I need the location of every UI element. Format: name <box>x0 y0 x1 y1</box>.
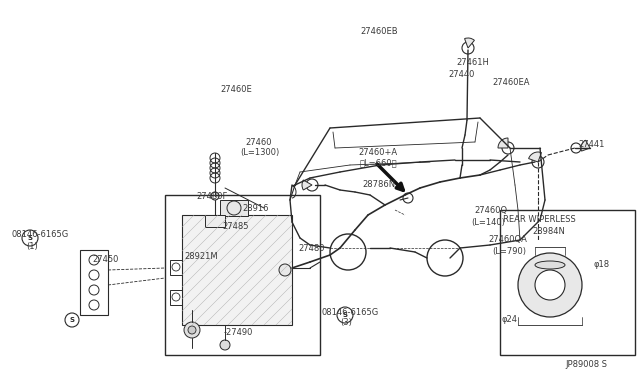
Text: 08146-6165G: 08146-6165G <box>12 230 69 239</box>
Text: 27461H: 27461H <box>456 58 489 67</box>
Text: φ18: φ18 <box>594 260 610 269</box>
Text: 27480F: 27480F <box>196 192 227 201</box>
Text: S: S <box>70 317 74 323</box>
Bar <box>220 200 248 216</box>
Circle shape <box>279 264 291 276</box>
Text: 27460QA: 27460QA <box>488 235 527 244</box>
Text: 27460: 27460 <box>245 138 271 147</box>
Text: 27480: 27480 <box>298 244 324 253</box>
Text: 27450: 27450 <box>92 255 118 264</box>
Text: 27460+A: 27460+A <box>358 148 397 157</box>
Wedge shape <box>465 38 474 48</box>
Text: 〈L=660〉: 〈L=660〉 <box>360 158 397 167</box>
Text: 27460E: 27460E <box>220 85 252 94</box>
Text: 28916: 28916 <box>242 204 269 213</box>
Text: S: S <box>28 235 33 241</box>
Bar <box>205 215 225 227</box>
Text: φ24: φ24 <box>502 315 518 324</box>
Bar <box>182 215 292 325</box>
Text: (1): (1) <box>26 242 38 251</box>
Bar <box>165 195 320 355</box>
Circle shape <box>188 326 196 334</box>
Text: (3): (3) <box>340 318 352 327</box>
Text: 28921M: 28921M <box>184 252 218 261</box>
Text: 27460EA: 27460EA <box>492 78 529 87</box>
Text: (L=140): (L=140) <box>471 218 505 227</box>
Text: REAR WIPERLESS: REAR WIPERLESS <box>503 215 576 224</box>
Bar <box>500 210 635 355</box>
Bar <box>170 260 182 275</box>
Circle shape <box>227 201 241 215</box>
Text: 27460Q: 27460Q <box>474 206 507 215</box>
Circle shape <box>220 340 230 350</box>
Text: -27490: -27490 <box>224 328 253 337</box>
Text: 28984N: 28984N <box>532 227 565 236</box>
Text: (L=790): (L=790) <box>492 247 526 256</box>
Wedge shape <box>498 138 508 148</box>
Text: 28786N: 28786N <box>362 180 395 189</box>
Text: 08146-6165G: 08146-6165G <box>322 308 380 317</box>
Text: 27460EB: 27460EB <box>360 27 397 36</box>
Text: (L=1300): (L=1300) <box>240 148 279 157</box>
Circle shape <box>184 322 200 338</box>
Text: S: S <box>342 312 348 318</box>
Text: 27485: 27485 <box>222 222 248 231</box>
Ellipse shape <box>535 261 565 269</box>
Bar <box>80 250 108 315</box>
Wedge shape <box>302 180 312 190</box>
Bar <box>170 290 182 305</box>
Text: JP89008 S: JP89008 S <box>565 360 607 369</box>
Circle shape <box>518 253 582 317</box>
Text: 27440: 27440 <box>448 70 474 79</box>
Wedge shape <box>581 140 590 151</box>
Wedge shape <box>529 152 541 162</box>
Text: 27441: 27441 <box>578 140 604 149</box>
Circle shape <box>535 270 565 300</box>
